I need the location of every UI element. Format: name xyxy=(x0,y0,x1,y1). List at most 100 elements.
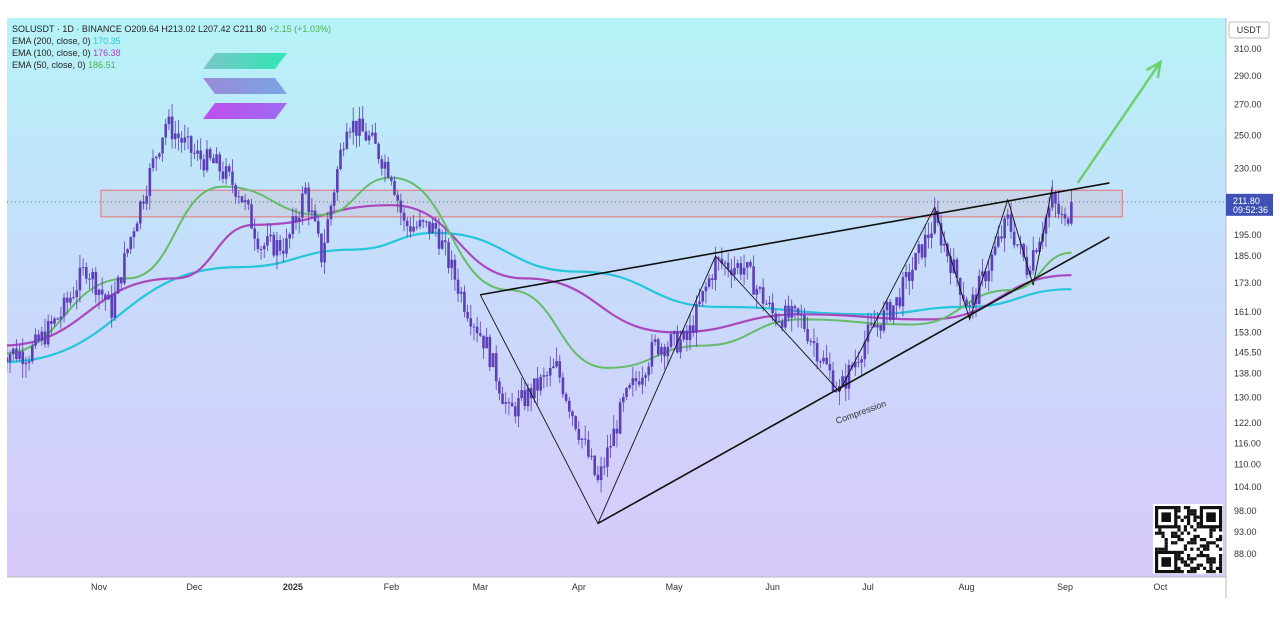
candle-body xyxy=(739,263,743,275)
qr-module xyxy=(1206,547,1210,551)
price-tick-label: 130.00 xyxy=(1234,393,1262,403)
qr-module xyxy=(1190,538,1194,542)
qr-finder-core xyxy=(1161,557,1171,567)
candle-body xyxy=(625,388,628,398)
candle xyxy=(701,290,705,307)
qr-module xyxy=(1219,557,1223,561)
candle-body xyxy=(126,249,129,254)
candle xyxy=(361,106,365,132)
candle-body xyxy=(250,204,253,229)
candle-body xyxy=(100,289,104,295)
candle-body xyxy=(806,329,809,342)
candle-body xyxy=(415,226,419,228)
candle-body xyxy=(1019,243,1022,245)
candle-body xyxy=(313,210,317,222)
high-value: H213.02 xyxy=(161,24,196,34)
candle-body xyxy=(1035,250,1038,253)
candle xyxy=(329,203,333,227)
candle xyxy=(380,155,384,176)
candle-body xyxy=(53,318,56,324)
candle xyxy=(396,190,399,213)
qr-module xyxy=(1196,534,1200,538)
candle-body xyxy=(1025,257,1029,275)
candle xyxy=(904,264,908,290)
candle-body xyxy=(644,375,647,378)
candle xyxy=(790,299,794,332)
candle-body xyxy=(326,219,330,243)
ema50-line xyxy=(7,176,1072,369)
candle-body xyxy=(587,439,590,457)
candle-body xyxy=(796,308,800,315)
candle xyxy=(714,246,717,291)
qr-module xyxy=(1190,512,1194,516)
candle xyxy=(1063,207,1067,226)
price-tick-label: 110.00 xyxy=(1234,460,1261,470)
candle xyxy=(990,251,994,282)
qr-module xyxy=(1209,560,1213,564)
candle-body xyxy=(351,120,355,133)
candle xyxy=(364,122,368,142)
candle-body xyxy=(558,361,562,378)
symbol-label: SOLUSDT · 1D · BINANCE xyxy=(12,24,122,34)
time-axis-background xyxy=(7,577,1226,598)
candle-body xyxy=(987,270,991,282)
candle xyxy=(18,344,21,362)
price-tick-label: 145.50 xyxy=(1234,347,1262,357)
chart-canvas[interactable]: USDT 310.00 290.00 270.00 250.00 230.00 195.00… xyxy=(7,18,1273,598)
ema200-legend[interactable]: EMA (200, close, 0) 170.35 xyxy=(12,35,331,47)
candle-body xyxy=(145,195,148,204)
candle-body xyxy=(412,226,415,232)
candle-body xyxy=(504,402,508,404)
candle-body xyxy=(342,148,345,150)
price-tick-label: 122.00 xyxy=(1234,418,1262,428)
time-tick-label: Nov xyxy=(91,582,108,592)
candle xyxy=(612,415,616,447)
candle-body xyxy=(24,362,28,365)
qr-module xyxy=(1180,518,1184,522)
candle-body xyxy=(227,166,231,172)
ema100-legend[interactable]: EMA (100, close, 0) 176.38 xyxy=(12,47,331,59)
candle-body xyxy=(672,331,676,335)
candle xyxy=(447,237,450,274)
candle-body xyxy=(421,220,425,222)
candle-body xyxy=(641,377,644,385)
candle-body xyxy=(679,339,682,353)
time-tick-label: Oct xyxy=(1153,582,1168,592)
chart-area[interactable]: USDT 310.00 290.00 270.00 250.00 230.00 195.00… xyxy=(7,18,1273,598)
candle xyxy=(227,163,231,177)
candle-body xyxy=(294,216,298,222)
candle xyxy=(552,358,555,369)
candle-body xyxy=(367,135,371,141)
candle-body xyxy=(647,366,651,376)
qr-module xyxy=(1180,531,1184,535)
candle xyxy=(212,153,215,164)
candle xyxy=(221,161,225,184)
candle-body xyxy=(904,271,908,278)
candle-body xyxy=(710,278,714,281)
candle xyxy=(253,218,257,251)
candle-body xyxy=(81,267,85,269)
candle xyxy=(367,130,371,145)
candle xyxy=(415,220,419,231)
candle xyxy=(806,316,809,345)
candle xyxy=(577,420,581,445)
candle-body xyxy=(768,302,771,305)
candle-body xyxy=(981,271,984,276)
qr-module xyxy=(1199,550,1203,554)
candle-body xyxy=(46,320,50,345)
candle-body xyxy=(196,150,199,154)
candle-body xyxy=(231,171,234,186)
candle-body xyxy=(62,297,66,317)
candle xyxy=(161,137,164,162)
ema50-legend[interactable]: EMA (50, close, 0) 186.51 xyxy=(12,59,331,71)
candle-body xyxy=(123,253,126,284)
candle xyxy=(107,290,110,300)
candle-body xyxy=(488,336,492,368)
candle-body xyxy=(202,159,206,171)
candle xyxy=(421,218,425,229)
candle xyxy=(65,291,69,315)
candle-body xyxy=(793,306,797,309)
candle xyxy=(688,314,692,350)
candle-body xyxy=(698,301,701,305)
candle-body xyxy=(8,354,12,362)
